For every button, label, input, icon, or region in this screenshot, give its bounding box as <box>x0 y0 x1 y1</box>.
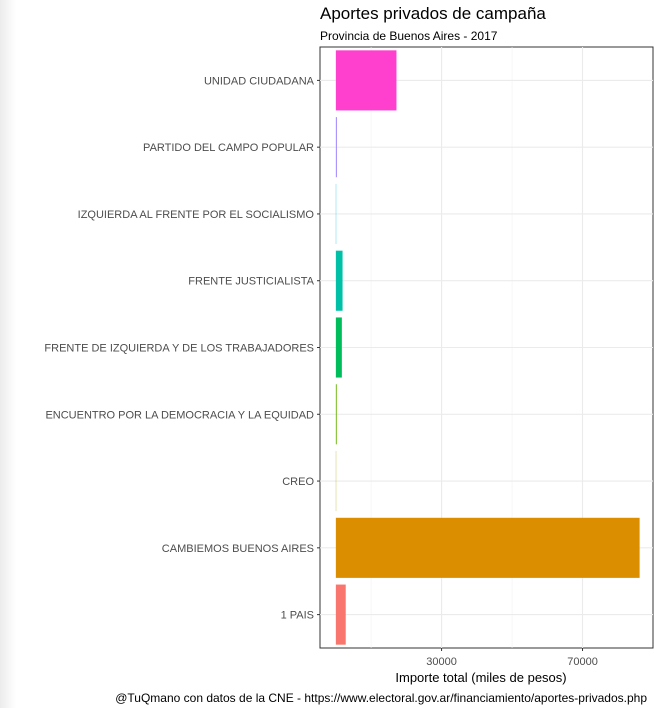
chart-caption: @TuQmano con datos de la CNE - https://w… <box>115 691 647 705</box>
bar <box>335 317 342 378</box>
bar-layer <box>335 50 640 645</box>
y-tick-label: UNIDAD CIUDADANA <box>204 75 315 87</box>
bar <box>335 384 337 445</box>
y-tick-label: FRENTE JUSTICIALISTA <box>188 276 314 288</box>
bar <box>335 117 337 178</box>
left-shade <box>0 0 16 708</box>
bar <box>335 250 343 311</box>
x-axis-title: Importe total (miles de pesos) <box>395 670 566 685</box>
x-tick-label: 30000 <box>426 656 457 668</box>
y-tick-label: FRENTE DE IZQUIERDA Y DE LOS TRABAJADORE… <box>44 343 314 355</box>
bar <box>335 584 346 645</box>
y-tick-label: ENCUENTRO POR LA DEMOCRACIA Y LA EQUIDAD <box>45 409 314 421</box>
y-tick-label: IZQUIERDA AL FRENTE POR EL SOCIALISMO <box>78 209 315 221</box>
y-tick-label: PARTIDO DEL CAMPO POPULAR <box>143 142 314 154</box>
y-tick-label: CAMBIEMOS BUENOS AIRES <box>162 543 314 555</box>
chart-title: Aportes privados de campaña <box>320 4 546 23</box>
bar <box>335 517 640 578</box>
x-axis: 30000 70000 <box>426 648 598 668</box>
chart-subtitle: Provincia de Buenos Aires - 2017 <box>320 29 498 43</box>
bar <box>335 50 397 111</box>
y-tick-label: 1 PAIS <box>281 610 314 622</box>
y-axis: 1 PAIS CAMBIEMOS BUENOS AIRES CREO ENCUENTR… <box>44 75 320 622</box>
y-tick-label: CREO <box>282 476 314 488</box>
x-tick-label: 70000 <box>567 656 598 668</box>
